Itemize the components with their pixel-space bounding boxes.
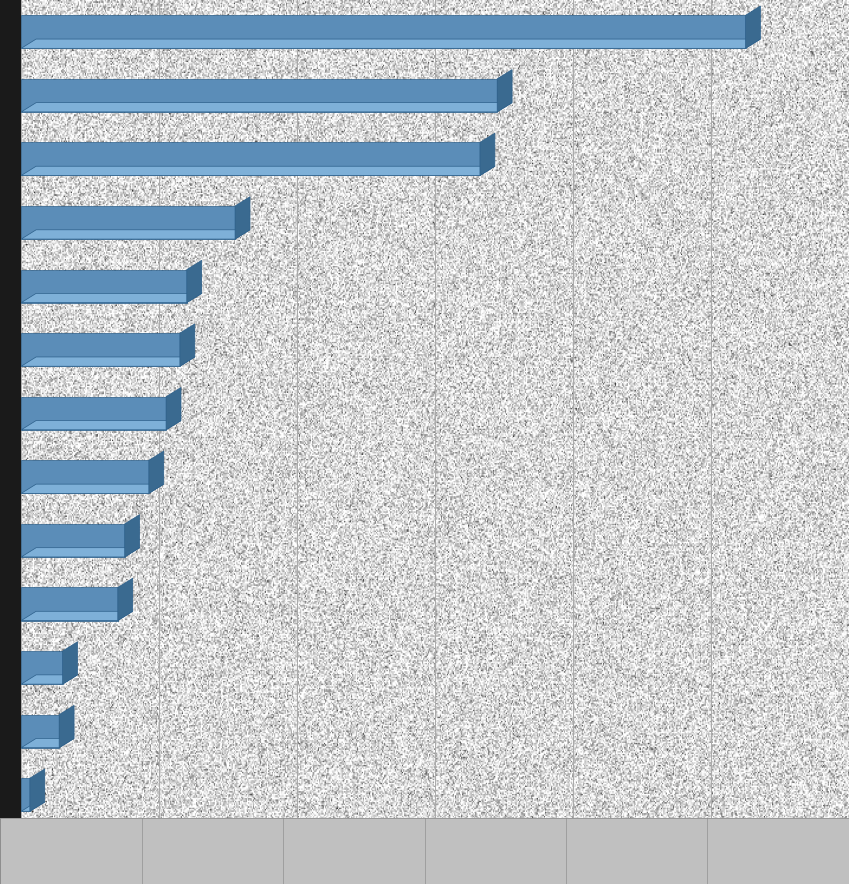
Polygon shape: [21, 230, 250, 239]
Bar: [21, 397, 166, 430]
Bar: [21, 206, 235, 239]
Bar: [21, 651, 63, 684]
Bar: [21, 461, 149, 493]
Bar: [21, 524, 125, 557]
Polygon shape: [21, 802, 45, 812]
Polygon shape: [118, 578, 132, 621]
Polygon shape: [21, 421, 181, 430]
Polygon shape: [166, 387, 181, 430]
Polygon shape: [59, 705, 74, 748]
Bar: [21, 333, 180, 366]
Bar: [21, 142, 480, 176]
Polygon shape: [63, 642, 77, 684]
Polygon shape: [235, 197, 250, 239]
Polygon shape: [187, 260, 202, 302]
Polygon shape: [21, 166, 495, 176]
Bar: [21, 714, 59, 748]
Polygon shape: [21, 674, 77, 684]
Polygon shape: [30, 769, 45, 812]
Polygon shape: [21, 357, 194, 366]
Polygon shape: [21, 548, 139, 557]
Bar: [21, 15, 745, 49]
Polygon shape: [480, 133, 495, 176]
Polygon shape: [125, 514, 139, 557]
Polygon shape: [21, 611, 132, 621]
Polygon shape: [498, 70, 512, 112]
Polygon shape: [149, 451, 164, 493]
Bar: [21, 588, 118, 621]
Bar: [21, 79, 498, 112]
Polygon shape: [21, 39, 761, 49]
Polygon shape: [21, 484, 164, 493]
Bar: [21, 778, 30, 812]
Polygon shape: [21, 738, 74, 748]
Polygon shape: [21, 103, 512, 112]
Polygon shape: [21, 293, 202, 302]
Bar: [21, 270, 187, 302]
Polygon shape: [745, 6, 761, 49]
Polygon shape: [180, 324, 194, 366]
